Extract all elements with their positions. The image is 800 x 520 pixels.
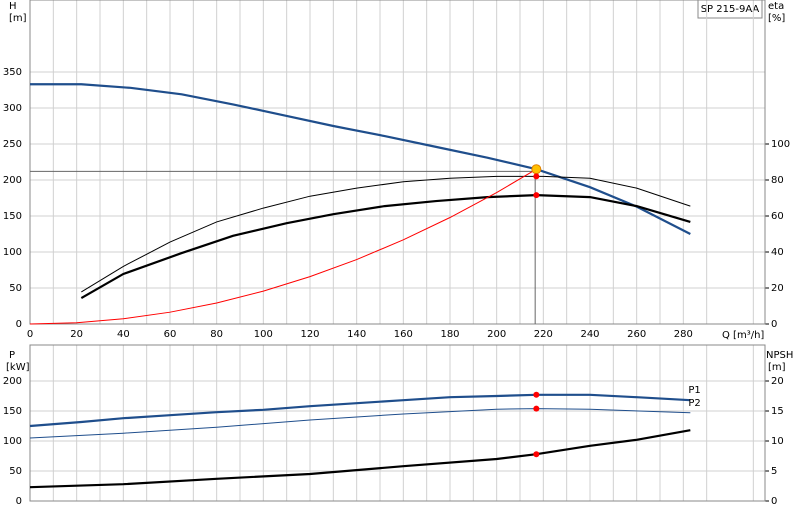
series-line [29, 393, 691, 428]
y-tick-label: 0 [16, 496, 22, 507]
y-tick-label: 150 [3, 211, 22, 222]
y2-tick-label: 20 [771, 283, 784, 294]
x-tick-label: 40 [117, 329, 130, 340]
y-axis-unit: [m] [9, 13, 27, 24]
plot-frame [29, 344, 766, 502]
y2-tick-label: 5 [771, 466, 777, 477]
y-tick-label: 250 [3, 139, 22, 150]
chart-title: SP 215-9AA [701, 4, 760, 15]
y2-tick-label: 0 [771, 319, 777, 330]
y-tick-label: 50 [9, 466, 22, 477]
marker [533, 451, 540, 458]
y2-axis-label: NPSH [766, 350, 793, 361]
x-tick-label: 240 [580, 329, 599, 340]
y-tick-label: 100 [3, 436, 22, 447]
y-tick-label: 100 [3, 247, 22, 258]
y2-tick-label: 10 [771, 436, 784, 447]
plot-frame [29, 0, 766, 325]
series-line [29, 429, 691, 489]
x-tick-label: 80 [210, 329, 223, 340]
y2-tick-label: 60 [771, 211, 784, 222]
series-line [81, 175, 691, 293]
x-tick-label: 160 [394, 329, 413, 340]
marker [533, 405, 540, 412]
x-axis-label: Q [m³/h] [722, 330, 764, 341]
y2-tick-label: 15 [771, 406, 784, 417]
y2-tick-label: 80 [771, 175, 784, 186]
x-tick-label: 20 [70, 329, 83, 340]
y-tick-label: 50 [9, 283, 22, 294]
x-tick-label: 280 [674, 329, 693, 340]
x-tick-label: 0 [27, 329, 33, 340]
title-box [697, 0, 763, 19]
x-tick-label: 180 [440, 329, 459, 340]
x-tick-label: 260 [627, 329, 646, 340]
y2-tick-label: 100 [771, 139, 790, 150]
x-tick-label: 140 [347, 329, 366, 340]
marker [533, 192, 540, 199]
y-tick-label: 200 [3, 376, 22, 387]
y2-tick-label: 0 [771, 496, 777, 507]
x-tick-label: 60 [164, 329, 177, 340]
y-axis-label: P [9, 350, 15, 361]
series-line [29, 168, 537, 325]
y-tick-label: 0 [16, 319, 22, 330]
marker [533, 173, 540, 180]
marker [531, 164, 542, 175]
series-label: P1 [688, 385, 700, 396]
y-tick-label: 200 [3, 175, 22, 186]
series-line [29, 408, 691, 439]
x-tick-label: 120 [300, 329, 319, 340]
y2-axis-label: eta [768, 1, 784, 12]
y-tick-label: 350 [3, 67, 22, 78]
y2-axis-unit: [m] [768, 362, 786, 373]
series-label: P2 [688, 398, 700, 409]
series-line [30, 83, 691, 235]
y-tick-label: 150 [3, 406, 22, 417]
marker [533, 391, 540, 398]
series-line [80, 194, 691, 300]
y-axis-label: H [9, 1, 17, 12]
x-tick-label: 220 [534, 329, 553, 340]
x-tick-label: 100 [254, 329, 273, 340]
x-tick-label: 200 [487, 329, 506, 340]
y2-tick-label: 40 [771, 247, 784, 258]
y2-tick-label: 20 [771, 376, 784, 387]
y-tick-label: 300 [3, 103, 22, 114]
y-axis-unit: [kW] [6, 362, 30, 373]
y2-axis-unit: [%] [768, 13, 785, 24]
